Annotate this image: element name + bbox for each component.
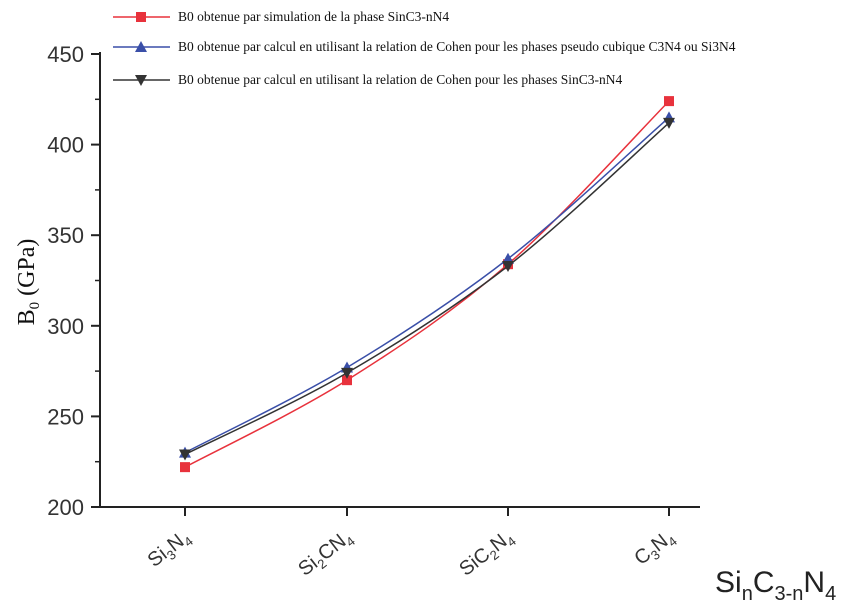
x-axis-title: SinC3-nN4 xyxy=(715,566,836,605)
data-point xyxy=(663,117,675,129)
data-point xyxy=(341,367,353,379)
y-tick-label: 350 xyxy=(47,223,84,248)
data-point xyxy=(342,375,352,386)
y-tick-label: 450 xyxy=(47,42,84,67)
legend: B0 obtenue par simulation de la phase Si… xyxy=(113,9,736,87)
series-triangle-down xyxy=(179,117,675,461)
legend-marker xyxy=(135,75,147,86)
x-tick-label: SiC2N4 xyxy=(455,526,519,583)
series-line xyxy=(184,100,670,468)
x-tick-label: Si2CN4 xyxy=(294,526,358,583)
labels-layer: Si3N4 Si2CN4 SiC2N4 C3N4 SinC3-nN4 B0 (GPa) xyxy=(14,239,836,605)
series-line xyxy=(184,122,670,456)
series-layer xyxy=(179,96,675,473)
y-tick-label: 200 xyxy=(47,495,84,520)
series-line xyxy=(184,116,670,454)
y-tick-label: 400 xyxy=(47,133,84,158)
series-triangle-up xyxy=(179,111,675,458)
y-tick-label: 300 xyxy=(47,314,84,339)
data-point xyxy=(179,449,191,461)
legend-label: B0 obtenue par simulation de la phase Si… xyxy=(178,9,449,24)
data-point xyxy=(502,261,514,273)
data-point xyxy=(664,96,674,107)
y-axis-title: B0 (GPa) xyxy=(14,239,43,326)
legend-item: B0 obtenue par calcul en utilisant la re… xyxy=(113,72,623,87)
legend-marker xyxy=(136,12,146,22)
legend-marker xyxy=(135,41,147,52)
x-tick-label: Si3N4 xyxy=(144,526,196,574)
x-tick-label: C3N4 xyxy=(630,526,680,572)
legend-item: B0 obtenue par calcul en utilisant la re… xyxy=(113,39,736,54)
legend-label: B0 obtenue par calcul en utilisant la re… xyxy=(178,39,736,54)
legend-item: B0 obtenue par simulation de la phase Si… xyxy=(113,9,449,24)
legend-label: B0 obtenue par calcul en utilisant la re… xyxy=(178,72,623,87)
data-point xyxy=(180,462,190,473)
y-tick-label: 250 xyxy=(47,404,84,429)
series-square xyxy=(180,96,674,473)
axes: 200 250 300 350 400 450 xyxy=(47,42,700,520)
